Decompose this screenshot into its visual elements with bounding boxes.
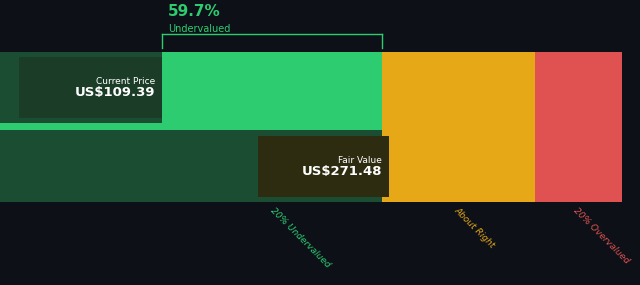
FancyBboxPatch shape [0, 52, 162, 123]
Text: Undervalued: Undervalued [168, 24, 230, 34]
Text: Fair Value: Fair Value [339, 156, 382, 165]
FancyBboxPatch shape [534, 52, 621, 202]
Text: About Right: About Right [452, 206, 496, 250]
Text: US$271.48: US$271.48 [302, 165, 382, 178]
Text: 20% Overvalued: 20% Overvalued [572, 206, 631, 266]
Text: Current Price: Current Price [96, 77, 156, 86]
Text: US$109.39: US$109.39 [75, 86, 156, 99]
FancyBboxPatch shape [0, 130, 382, 202]
Text: 20% Undervalued: 20% Undervalued [269, 206, 332, 270]
FancyBboxPatch shape [0, 52, 382, 202]
Text: 59.7%: 59.7% [168, 3, 221, 19]
FancyBboxPatch shape [258, 136, 388, 197]
FancyBboxPatch shape [19, 57, 162, 118]
FancyBboxPatch shape [382, 52, 534, 202]
